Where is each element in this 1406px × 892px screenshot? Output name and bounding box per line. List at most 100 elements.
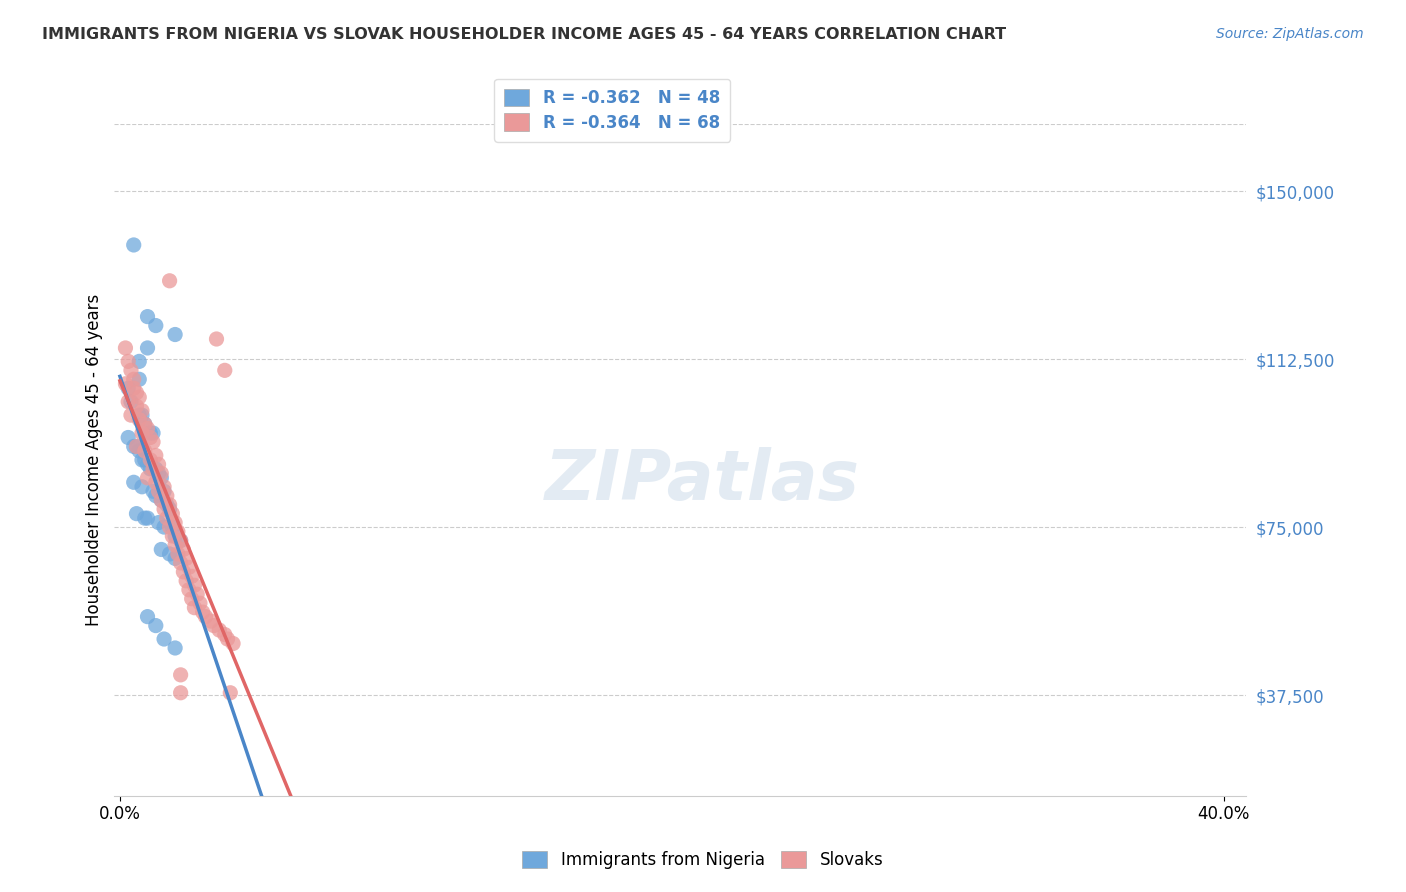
- Point: [145, 489, 167, 503]
- Point: [150, 542, 173, 557]
- Point: [183, 600, 205, 615]
- Point: [162, 507, 184, 521]
- Point: [222, 636, 245, 650]
- Point: [150, 493, 173, 508]
- Point: [134, 453, 156, 467]
- Point: [122, 475, 145, 490]
- Point: [120, 363, 142, 377]
- Text: ZIPatlas: ZIPatlas: [546, 447, 860, 514]
- Point: [125, 440, 148, 454]
- Point: [180, 591, 202, 606]
- Point: [156, 498, 179, 512]
- Point: [122, 440, 145, 454]
- Point: [122, 238, 145, 252]
- Point: [200, 614, 222, 628]
- Y-axis label: Householder Income Ages 45 - 64 years: Householder Income Ages 45 - 64 years: [86, 293, 103, 626]
- Point: [159, 547, 181, 561]
- Point: [145, 318, 167, 333]
- Point: [194, 609, 217, 624]
- Point: [117, 394, 139, 409]
- Point: [165, 640, 187, 655]
- Point: [134, 417, 156, 431]
- Point: [217, 632, 239, 646]
- Point: [139, 453, 162, 467]
- Point: [162, 529, 184, 543]
- Point: [122, 372, 145, 386]
- Point: [136, 310, 159, 324]
- Point: [174, 574, 197, 588]
- Point: [136, 341, 159, 355]
- Point: [174, 551, 197, 566]
- Point: [122, 381, 145, 395]
- Point: [136, 458, 159, 472]
- Point: [205, 332, 228, 346]
- Point: [117, 354, 139, 368]
- Point: [125, 385, 148, 400]
- Point: [139, 462, 162, 476]
- Point: [145, 475, 167, 490]
- Point: [153, 484, 176, 499]
- Point: [159, 274, 181, 288]
- Point: [188, 596, 211, 610]
- Point: [150, 471, 173, 485]
- Point: [165, 551, 187, 566]
- Point: [142, 435, 165, 450]
- Point: [183, 578, 205, 592]
- Point: [191, 605, 214, 619]
- Point: [169, 668, 191, 682]
- Point: [125, 440, 148, 454]
- Point: [131, 425, 153, 440]
- Point: [150, 493, 173, 508]
- Legend: R = -0.362   N = 48, R = -0.364   N = 68: R = -0.362 N = 48, R = -0.364 N = 68: [495, 78, 730, 142]
- Point: [136, 421, 159, 435]
- Point: [136, 609, 159, 624]
- Point: [120, 394, 142, 409]
- Point: [128, 372, 150, 386]
- Point: [139, 430, 162, 444]
- Point: [153, 520, 176, 534]
- Point: [117, 430, 139, 444]
- Point: [214, 363, 236, 377]
- Point: [153, 480, 176, 494]
- Point: [145, 462, 167, 476]
- Point: [142, 484, 165, 499]
- Point: [208, 623, 231, 637]
- Point: [165, 327, 187, 342]
- Point: [177, 560, 200, 574]
- Point: [159, 502, 181, 516]
- Point: [120, 408, 142, 422]
- Point: [125, 399, 148, 413]
- Point: [165, 538, 187, 552]
- Point: [148, 516, 170, 530]
- Point: [131, 480, 153, 494]
- Point: [148, 458, 170, 472]
- Point: [167, 547, 190, 561]
- Point: [128, 412, 150, 426]
- Point: [134, 511, 156, 525]
- Point: [148, 484, 170, 499]
- Point: [131, 453, 153, 467]
- Point: [162, 520, 184, 534]
- Point: [150, 467, 173, 481]
- Point: [180, 569, 202, 583]
- Point: [167, 524, 190, 539]
- Point: [159, 498, 181, 512]
- Point: [153, 502, 176, 516]
- Point: [128, 354, 150, 368]
- Point: [219, 686, 242, 700]
- Point: [145, 449, 167, 463]
- Point: [169, 556, 191, 570]
- Point: [128, 444, 150, 458]
- Point: [169, 533, 191, 548]
- Text: IMMIGRANTS FROM NIGERIA VS SLOVAK HOUSEHOLDER INCOME AGES 45 - 64 YEARS CORRELAT: IMMIGRANTS FROM NIGERIA VS SLOVAK HOUSEH…: [42, 27, 1007, 42]
- Point: [131, 403, 153, 417]
- Legend: Immigrants from Nigeria, Slovaks: Immigrants from Nigeria, Slovaks: [512, 841, 894, 880]
- Point: [148, 467, 170, 481]
- Point: [134, 444, 156, 458]
- Point: [165, 516, 187, 530]
- Point: [136, 511, 159, 525]
- Point: [131, 408, 153, 422]
- Point: [114, 376, 136, 391]
- Point: [134, 417, 156, 431]
- Point: [156, 511, 179, 525]
